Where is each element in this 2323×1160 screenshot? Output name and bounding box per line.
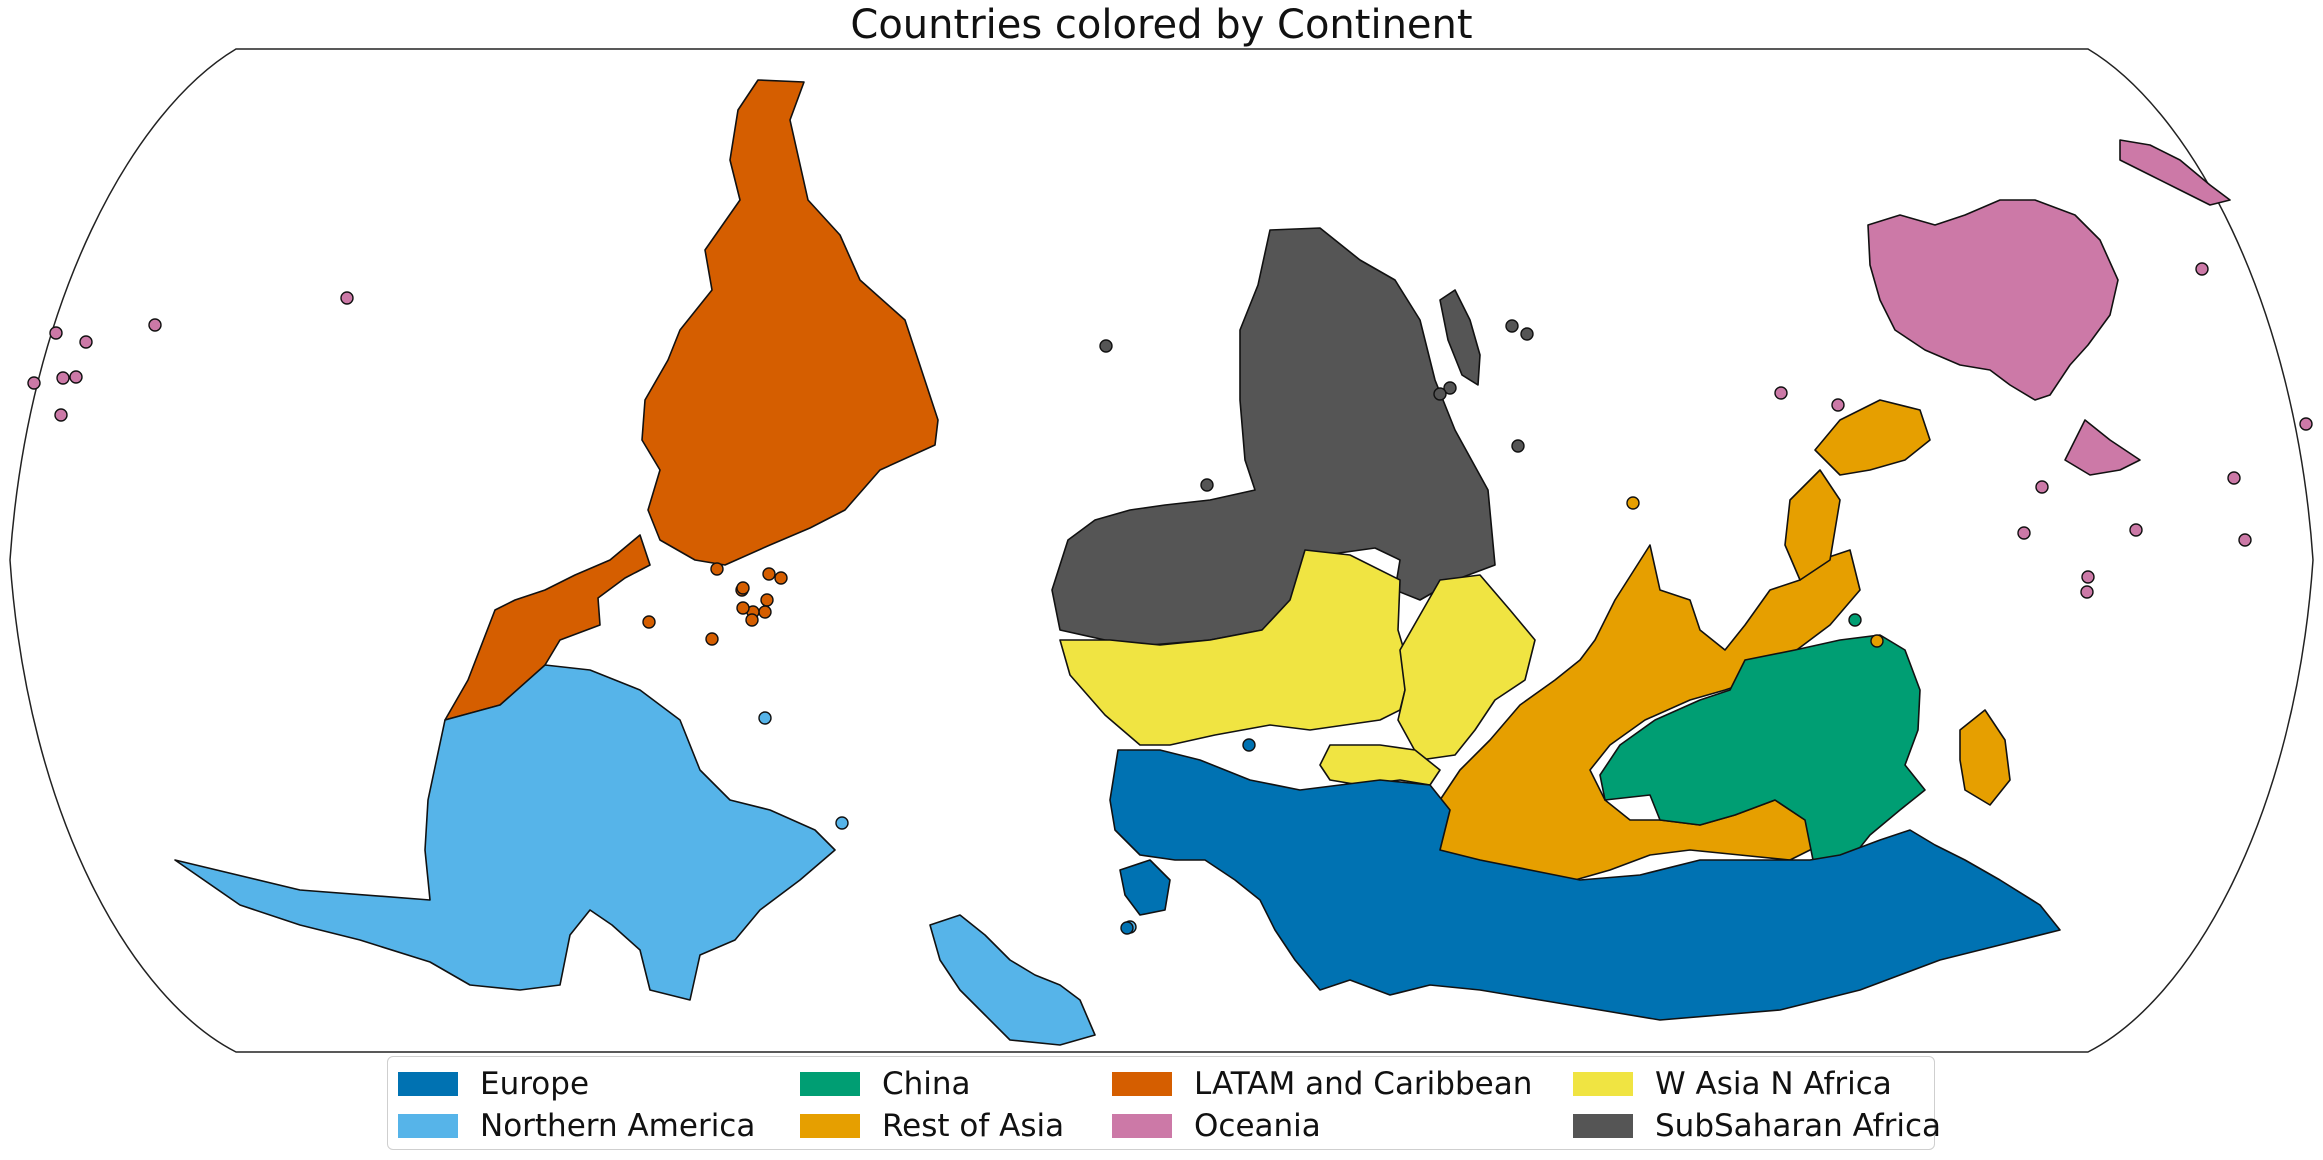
legend-item-w-asia-n-africa: W Asia N Africa xyxy=(1573,1065,1892,1103)
region-europe xyxy=(1109,749,2061,1021)
small-country-marker xyxy=(758,605,772,619)
small-country-marker xyxy=(1870,634,1884,648)
small-country-marker xyxy=(69,370,83,384)
legend-item-oceania: Oceania xyxy=(1112,1107,1321,1145)
legend-item-northern-america: Northern America xyxy=(398,1107,755,1145)
region-latam-and-caribbean xyxy=(641,79,939,566)
small-country-marker xyxy=(762,567,776,581)
map-title: Countries colored by Continent xyxy=(850,2,1473,48)
small-country-marker xyxy=(148,318,162,332)
map-outline xyxy=(9,48,2314,1053)
small-country-marker xyxy=(1626,496,1640,510)
small-country-marker xyxy=(1774,386,1788,400)
small-country-marker xyxy=(705,632,719,646)
small-country-marker xyxy=(760,593,774,607)
legend-label: Northern America xyxy=(480,1108,756,1144)
region-rest-of-asia xyxy=(1814,399,1931,476)
legend-item-rest-of-asia: Rest of Asia xyxy=(800,1107,1064,1145)
small-country-marker xyxy=(774,571,788,585)
legend-swatch xyxy=(398,1114,458,1138)
small-country-marker xyxy=(2035,480,2049,494)
region-subsaharan-africa xyxy=(1051,227,1496,646)
small-country-marker xyxy=(1200,478,1214,492)
legend-item-latam: LATAM and Caribbean xyxy=(1112,1065,1532,1103)
region-w-asia-n-africa xyxy=(1319,744,1441,786)
small-country-marker xyxy=(1831,398,1845,412)
small-country-marker xyxy=(835,816,849,830)
region-rest-of-asia xyxy=(1959,709,2011,806)
region-oceania xyxy=(2064,419,2141,476)
legend-label: Rest of Asia xyxy=(882,1108,1065,1144)
islands-layer xyxy=(27,262,2313,935)
small-country-marker xyxy=(758,711,772,725)
small-country-marker xyxy=(79,335,93,349)
legend-label: China xyxy=(882,1066,971,1102)
legend-swatch xyxy=(1573,1072,1633,1096)
legend-item-china: China xyxy=(800,1065,971,1103)
legend-swatch xyxy=(1112,1072,1172,1096)
small-country-marker xyxy=(1848,613,1862,627)
small-country-marker xyxy=(736,581,750,595)
small-country-marker xyxy=(1443,381,1457,395)
small-country-marker xyxy=(56,371,70,385)
small-country-marker xyxy=(1505,319,1519,333)
region-w-asia-n-africa xyxy=(1397,574,1536,761)
legend: Europe Northern America China Rest of As… xyxy=(387,1056,1941,1150)
region-rest-of-asia xyxy=(1784,469,1841,581)
small-country-marker xyxy=(2299,417,2313,431)
legend-label: W Asia N Africa xyxy=(1655,1066,1892,1102)
region-china xyxy=(1599,634,1926,871)
legend-swatch xyxy=(398,1072,458,1096)
small-country-marker xyxy=(2080,585,2094,599)
small-country-marker xyxy=(2081,570,2095,584)
small-country-marker xyxy=(1099,339,1113,353)
region-northern-america xyxy=(174,664,836,1001)
small-country-marker xyxy=(2129,523,2143,537)
regions-layer xyxy=(174,79,2231,1046)
small-country-marker xyxy=(340,291,354,305)
small-country-marker xyxy=(1120,921,1134,935)
small-country-marker xyxy=(1520,327,1534,341)
region-oceania xyxy=(1867,199,2119,401)
region-northern-america xyxy=(929,914,1096,1046)
legend-label: SubSaharan Africa xyxy=(1655,1108,1941,1144)
legend-swatch xyxy=(800,1072,860,1096)
legend-swatch xyxy=(800,1114,860,1138)
small-country-marker xyxy=(745,613,759,627)
legend-label: LATAM and Caribbean xyxy=(1194,1066,1533,1102)
small-country-marker xyxy=(642,615,656,629)
small-country-marker xyxy=(2017,526,2031,540)
world-map xyxy=(9,48,2314,1053)
legend-swatch xyxy=(1573,1114,1633,1138)
region-subsaharan-africa xyxy=(1439,289,1481,386)
legend-swatch xyxy=(1112,1114,1172,1138)
legend-label: Europe xyxy=(480,1066,590,1102)
small-country-marker xyxy=(1511,439,1525,453)
small-country-marker xyxy=(1242,738,1256,752)
legend-label: Oceania xyxy=(1194,1108,1321,1144)
small-country-marker xyxy=(736,601,750,615)
small-country-marker xyxy=(710,562,724,576)
small-country-marker xyxy=(2195,262,2209,276)
legend-item-subsaharan-africa: SubSaharan Africa xyxy=(1573,1107,1941,1145)
small-country-marker xyxy=(54,408,68,422)
region-oceania xyxy=(2119,139,2231,206)
small-country-marker xyxy=(2227,471,2241,485)
small-country-marker xyxy=(27,376,41,390)
small-country-marker xyxy=(1433,387,1447,401)
legend-item-europe: Europe xyxy=(398,1065,589,1103)
small-country-marker xyxy=(49,326,63,340)
small-country-marker xyxy=(2238,533,2252,547)
region-europe xyxy=(1119,859,1171,916)
